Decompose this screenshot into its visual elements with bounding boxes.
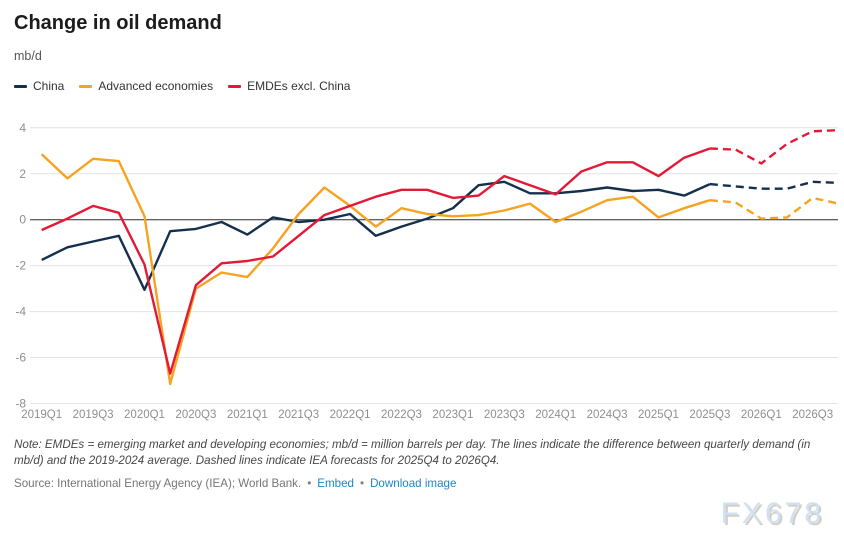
chart-note: Note: EMDEs = emerging market and develo… [14,438,811,467]
y-axis-unit-label: mb/d [14,49,42,63]
x-tick-label: 2026Q3 [792,409,833,421]
y-tick-label: -2 [15,259,26,273]
source-row: Source: International Energy Agency (IEA… [14,477,456,490]
y-tick-label: 4 [19,121,26,135]
chart-legend: China Advanced economies EMDEs excl. China [14,79,350,93]
y-tick-label: 0 [19,213,26,227]
x-tick-label: 2021Q1 [227,409,268,421]
legend-label: Advanced economies [98,79,214,93]
separator-dot: • [307,477,312,490]
embed-link[interactable]: Embed [317,477,354,490]
x-tick-label: 2022Q3 [381,409,422,421]
legend-label: EMDEs excl. China [247,79,351,93]
legend-label: China [33,79,65,93]
x-tick-label: 2024Q3 [587,409,628,421]
legend-swatch-icon [228,84,242,88]
series-line-emdes-excl-china [41,147,711,375]
y-tick-label: 2 [19,167,26,181]
x-tick-label: 2025Q3 [689,409,730,421]
source-text: Source: International Energy Agency (IEA… [14,477,302,490]
legend-swatch-icon [14,84,27,88]
x-tick-label: 2021Q3 [278,409,319,421]
y-tick-label: -4 [15,305,26,319]
x-tick-label: 2026Q1 [741,409,782,421]
x-tick-label: 2025Q1 [638,409,679,421]
legend-item-advanced-economies: Advanced economies [79,79,213,93]
x-tick-label: 2023Q1 [432,409,473,421]
separator-dot: • [360,477,365,490]
x-tick-label: 2020Q3 [175,409,216,421]
x-tick-label: 2019Q3 [73,409,114,421]
series-line-china [41,180,711,291]
x-tick-label: 2022Q1 [330,409,371,421]
series-forecast-line-emdes-excl-china [709,128,839,165]
series-forecast-line-china [709,180,839,190]
y-tick-label: -6 [15,351,26,365]
x-tick-label: 2020Q1 [124,409,165,421]
x-tick-label: 2024Q1 [535,409,576,421]
legend-item-china: China [14,79,64,93]
fx678-watermark: FX678 [720,497,824,530]
page-title: Change in oil demand [14,12,222,34]
series-line-advanced-economies [40,153,711,386]
download-image-link[interactable]: Download image [370,477,457,490]
series-forecast-line-advanced-economies [709,196,839,220]
x-tick-label: 2023Q3 [484,409,525,421]
legend-swatch-icon [79,84,93,88]
y-tick-label: -8 [15,397,26,411]
x-tick-label: 2019Q1 [21,409,62,421]
legend-item-emdes-excl-china: EMDEs excl. China [228,79,350,93]
